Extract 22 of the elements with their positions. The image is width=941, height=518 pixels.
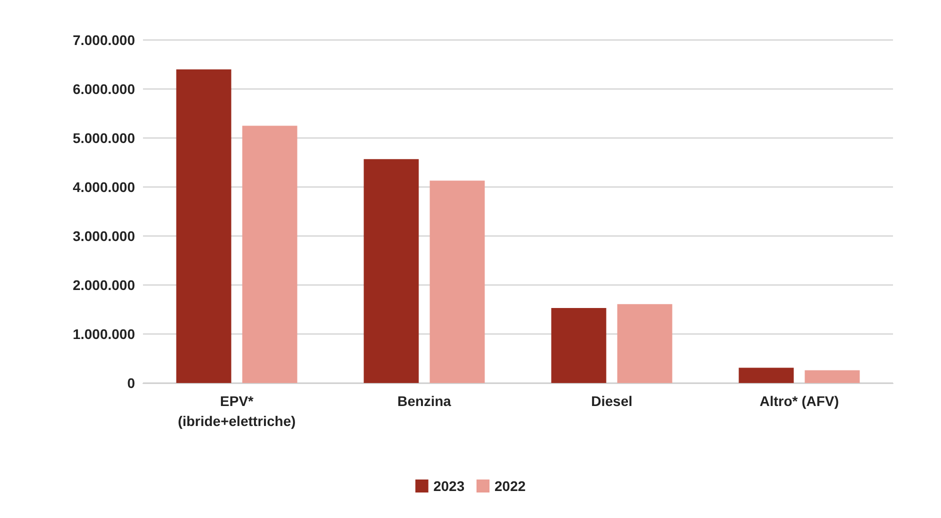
bar: [738, 368, 794, 383]
legend-label: 2022: [494, 478, 526, 494]
bar: [430, 180, 485, 383]
y-tick-label: 6.000.000: [72, 81, 136, 97]
bar: [617, 304, 672, 383]
bar: [176, 69, 232, 383]
y-tick-label: 1.000.000: [72, 326, 136, 342]
bar: [551, 308, 606, 383]
y-tick-label: 7.000.000: [72, 32, 136, 48]
x-tick-label: Diesel: [591, 393, 632, 409]
bar: [364, 159, 419, 383]
bar: [804, 370, 860, 383]
y-tick-label: 4.000.000: [72, 179, 136, 195]
y-tick-label: 3.000.000: [72, 228, 136, 244]
x-tick-label: Benzina: [397, 393, 452, 409]
bar: [242, 126, 298, 383]
y-tick-label: 5.000.000: [72, 130, 136, 146]
x-tick-label: EPV* (ibride+elettriche): [178, 393, 296, 429]
y-tick-label: 0: [127, 375, 136, 391]
y-tick-label: 2.000.000: [72, 277, 136, 293]
legend-label: 2023: [433, 478, 465, 494]
x-tick-label: Altro* (AFV): [760, 393, 839, 409]
